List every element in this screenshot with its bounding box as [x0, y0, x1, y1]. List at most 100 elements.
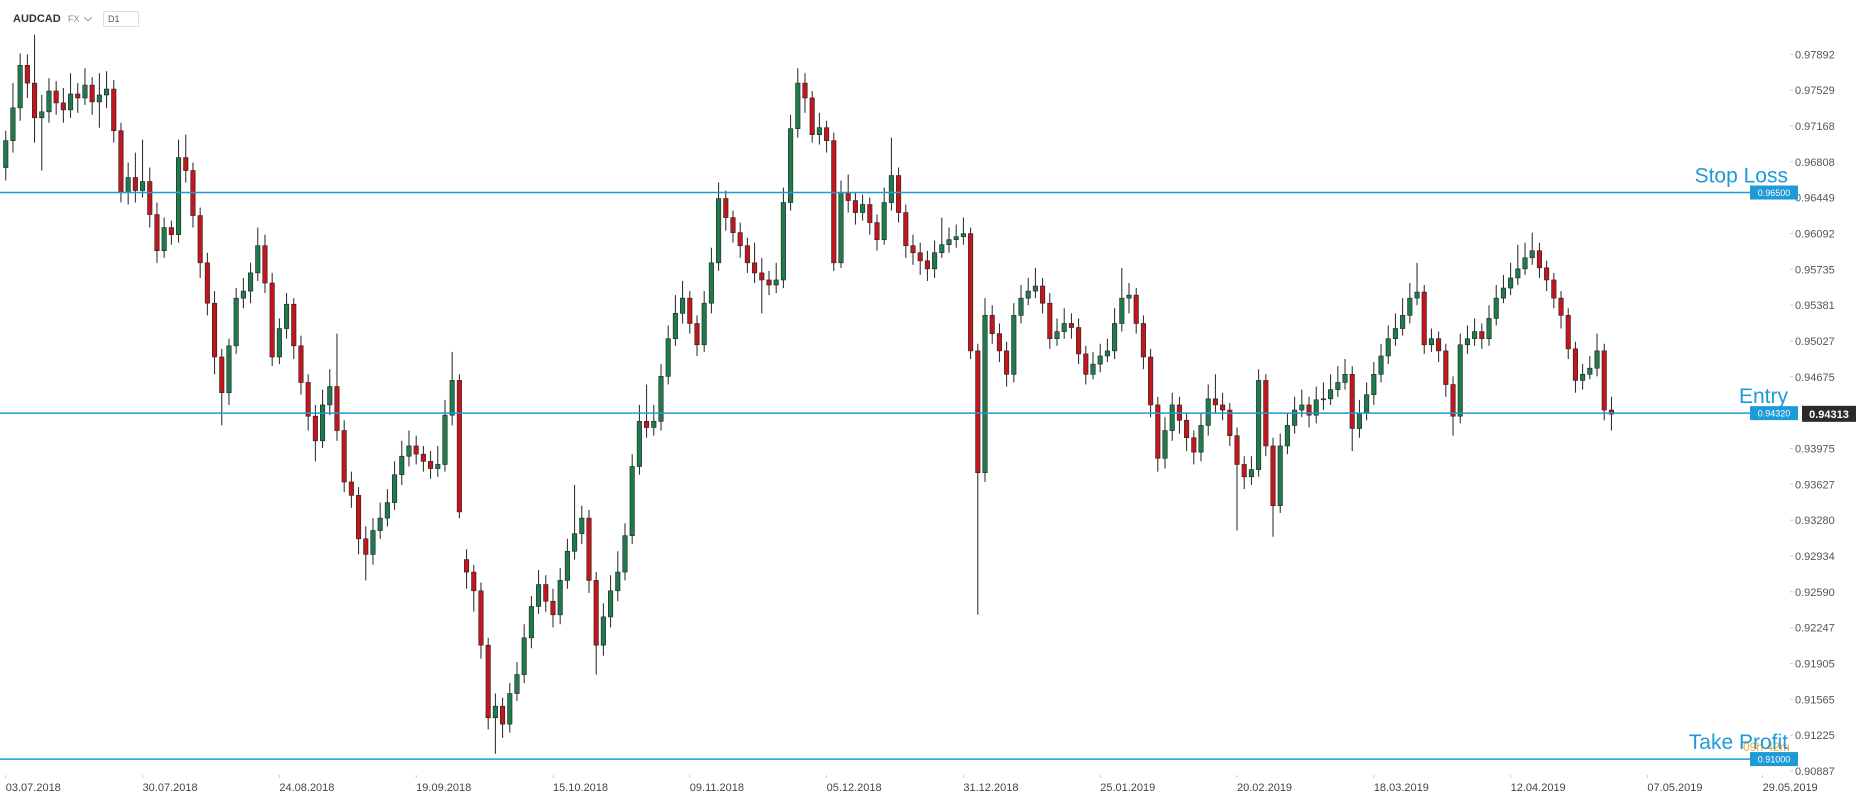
candle-body	[1076, 327, 1082, 355]
candle-body	[1284, 425, 1290, 447]
candle-body	[384, 502, 390, 519]
candle-body	[975, 350, 981, 473]
candle-body	[255, 245, 261, 274]
candle-body	[888, 175, 894, 203]
candle-body	[492, 705, 498, 719]
candle-body	[1407, 297, 1413, 316]
candle-body	[629, 466, 635, 537]
candle-body	[1464, 338, 1470, 346]
y-tick-label: 0.97892	[1795, 49, 1835, 61]
y-tick-label: 0.93975	[1795, 444, 1835, 456]
candle-body	[730, 217, 736, 233]
level-name: Stop Loss	[1695, 165, 1788, 188]
toolbar: AUDCAD FX D1	[0, 0, 1866, 36]
candle-body	[802, 82, 808, 99]
candle-body	[1479, 331, 1485, 339]
candle-body	[3, 140, 9, 168]
x-tick-label: 12.04.2019	[1511, 782, 1566, 794]
y-tick-label: 0.95381	[1795, 300, 1835, 312]
candle-body	[1018, 297, 1024, 316]
x-tick-label: 30.07.2018	[143, 782, 198, 794]
last-price-tag	[1802, 405, 1856, 422]
x-tick-label: 03.07.2018	[6, 782, 61, 794]
candle-body	[917, 252, 923, 262]
candle-body	[1472, 331, 1478, 339]
candle-body	[392, 474, 398, 503]
candle-body	[701, 302, 707, 346]
candle-body	[500, 705, 506, 725]
candle-body	[1032, 285, 1038, 292]
candle-body	[168, 227, 174, 235]
candle-body	[147, 181, 153, 215]
level-label: 0.94320	[1758, 409, 1791, 419]
candle-body	[615, 571, 621, 592]
level-label: 0.96500	[1758, 188, 1791, 198]
candle-body	[39, 111, 45, 119]
x-tick-label: 15.10.2018	[553, 782, 608, 794]
candle-body	[1148, 356, 1154, 406]
candle-body	[593, 580, 599, 646]
candle-body	[1011, 315, 1017, 375]
candle-body	[478, 590, 484, 646]
candle-body	[557, 580, 563, 616]
y-tick-label: 0.92934	[1795, 551, 1835, 563]
candle-body	[176, 157, 182, 235]
candle-body	[464, 559, 470, 573]
candle-body	[334, 386, 340, 431]
candle-body	[773, 279, 779, 286]
candle-body	[1356, 412, 1362, 429]
candle-body	[262, 245, 268, 284]
candle-body	[111, 88, 117, 131]
candle-body	[1191, 437, 1197, 453]
candle-body	[1580, 374, 1586, 381]
candle-body	[658, 376, 664, 422]
candle-body	[46, 90, 52, 113]
candle-body	[291, 303, 297, 347]
candle-body	[1248, 469, 1254, 478]
candle-body	[860, 204, 866, 213]
candle-body	[982, 315, 988, 473]
candle-body	[1097, 355, 1103, 365]
candle-body	[442, 414, 448, 465]
candle-body	[449, 380, 455, 416]
candle-body	[1385, 338, 1391, 357]
candle-body	[924, 260, 930, 270]
candle-body	[341, 430, 347, 483]
candle-body	[233, 297, 239, 347]
timeframe[interactable]: D1	[103, 11, 139, 27]
candle-body	[1608, 409, 1614, 415]
candle-body	[197, 215, 203, 264]
candle-body	[1126, 294, 1132, 299]
candle-body	[989, 315, 995, 334]
candle-body	[1392, 328, 1398, 339]
candle-body	[608, 590, 614, 618]
candle-body	[1371, 374, 1377, 396]
candle-body	[953, 236, 959, 240]
y-tick-label: 0.96808	[1795, 157, 1835, 169]
candle-body	[881, 202, 887, 240]
candle-body	[579, 517, 585, 534]
market[interactable]: FX	[68, 14, 80, 24]
candle-body	[363, 538, 369, 555]
candle-body	[132, 177, 138, 191]
candle-body	[1306, 404, 1312, 416]
candle-body	[226, 345, 232, 393]
candle-body	[1234, 435, 1240, 465]
y-tick-label: 0.97529	[1795, 85, 1835, 97]
level-tag	[1750, 752, 1798, 767]
candle-body	[521, 637, 527, 675]
candle-body	[1436, 338, 1442, 352]
candle-body	[788, 128, 794, 203]
candle-body	[680, 297, 686, 314]
x-tick-label: 19.09.2018	[416, 782, 471, 794]
candle-body	[1212, 398, 1218, 406]
x-tick-label: 20.02.2019	[1237, 782, 1292, 794]
symbol[interactable]: AUDCAD	[13, 13, 61, 25]
candle-body	[1119, 297, 1125, 324]
candle-body	[1500, 287, 1506, 299]
candle-body	[276, 328, 282, 358]
candle-body	[1083, 353, 1089, 375]
candle-body	[852, 200, 858, 213]
candle-body	[1349, 374, 1355, 429]
candle-body	[118, 130, 124, 193]
